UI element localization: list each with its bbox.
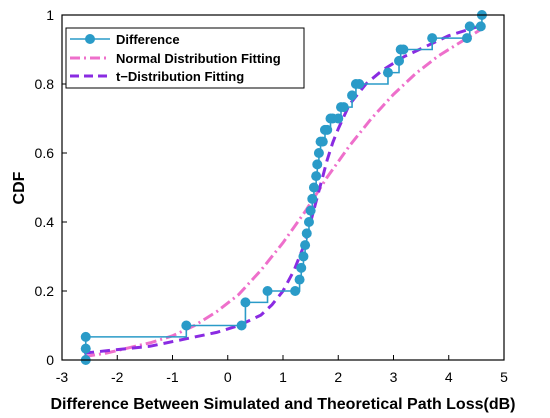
difference-point — [303, 217, 314, 227]
x-tick-label: -1 — [166, 369, 179, 385]
difference-point — [464, 21, 475, 32]
series-normal-fit-line — [83, 27, 483, 359]
legend: Difference Normal Distribution Fitting t… — [65, 27, 305, 89]
markers-layer — [80, 10, 487, 365]
x-tick-label: 3 — [390, 369, 398, 385]
x-tick-label: 1 — [279, 369, 287, 385]
x-tick-label: 5 — [500, 369, 508, 385]
difference-point — [475, 21, 486, 32]
difference-point — [398, 44, 409, 55]
difference-point — [262, 286, 273, 296]
y-axis-ticks: 0 0.2 0.4 0.6 0.8 1 — [35, 7, 67, 368]
series-t-fit-line — [83, 25, 477, 355]
difference-point — [333, 113, 344, 124]
x-axis-label: Difference Between Simulated and Theoret… — [51, 396, 516, 413]
difference-point — [308, 182, 319, 193]
difference-point — [80, 343, 91, 354]
difference-point — [354, 79, 365, 89]
legend-marker-difference — [85, 34, 95, 44]
y-tick-label: 0.2 — [35, 283, 55, 299]
difference-point — [317, 136, 328, 147]
y-axis-label: CDF — [11, 171, 28, 204]
difference-point — [394, 55, 405, 66]
difference-point — [427, 33, 438, 44]
legend-label-difference: Difference — [116, 32, 180, 47]
difference-point — [294, 274, 305, 285]
difference-point — [461, 33, 472, 44]
legend-label-t: t−Distribution Fitting — [116, 69, 244, 84]
x-axis-ticks: -3 -2 -1 0 1 2 3 4 5 — [56, 355, 508, 385]
difference-point — [290, 286, 301, 296]
x-tick-label: 2 — [334, 369, 342, 385]
y-tick-label: 1 — [46, 7, 54, 23]
difference-point — [240, 297, 251, 308]
y-tick-label: 0.6 — [35, 145, 55, 161]
difference-point — [301, 228, 312, 239]
difference-point — [347, 90, 358, 101]
difference-point — [300, 240, 311, 251]
difference-point — [305, 205, 316, 216]
difference-point — [307, 193, 318, 204]
difference-point — [313, 148, 324, 158]
difference-point — [382, 67, 393, 78]
x-tick-label: 4 — [445, 369, 453, 385]
difference-point — [296, 262, 307, 273]
y-tick-label: 0.4 — [35, 214, 55, 230]
difference-point — [322, 124, 333, 135]
difference-point — [311, 171, 322, 182]
difference-point — [236, 320, 247, 331]
y-tick-label: 0 — [46, 352, 54, 368]
difference-point — [80, 331, 91, 342]
difference-point — [312, 159, 323, 170]
difference-point — [338, 102, 349, 113]
y-tick-label: 0.8 — [35, 76, 55, 92]
x-tick-label: -3 — [56, 369, 69, 385]
difference-point — [181, 320, 192, 331]
x-tick-label: 0 — [224, 369, 232, 385]
difference-point — [298, 251, 309, 262]
x-tick-label: -2 — [111, 369, 124, 385]
legend-label-normal: Normal Distribution Fitting — [116, 51, 281, 66]
